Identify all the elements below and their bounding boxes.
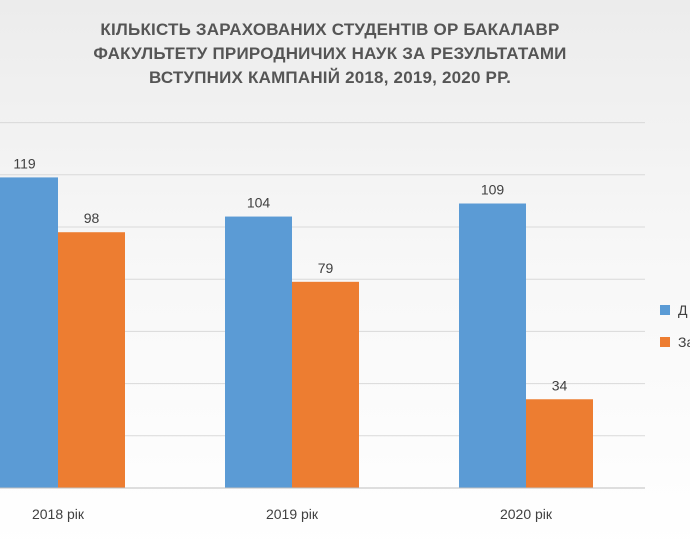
bar-series-2-2 [292, 281, 359, 488]
data-label-series-1-1: 119 [13, 155, 36, 171]
legend-label-1: Д [678, 302, 688, 318]
bar-series-1-1 [0, 177, 58, 488]
bars [0, 177, 593, 488]
legend-label-2: За [678, 334, 690, 350]
chart-title-line-2: ФАКУЛЬТЕТУ ПРИРОДНИЧИХ НАУК ЗА РЕЗУЛЬТАТ… [93, 44, 567, 63]
data-label-series-1-2: 104 [247, 195, 271, 211]
bar-series-1-3 [459, 203, 526, 488]
data-label-series-2-2: 79 [318, 260, 334, 276]
bar-series-2-3 [526, 399, 593, 488]
bar-series-2-1 [58, 232, 125, 488]
chart-title-line-3: ВСТУПНИХ КАМПАНІЙ 2018, 2019, 2020 РР. [149, 68, 511, 87]
data-labels: 119 98 104 79 109 34 [13, 155, 567, 393]
legend-item-2: За [660, 326, 690, 358]
legend: Д За [660, 294, 690, 358]
x-tick-label: 2020 рік [500, 506, 553, 522]
x-tick-label: 2019 рік [266, 506, 319, 522]
data-label-series-2-3: 34 [552, 377, 568, 393]
data-label-series-2-1: 98 [84, 210, 100, 226]
chart-title: КІЛЬКІСТЬ ЗАРАХОВАНИХ СТУДЕНТІВ ОР БАКАЛ… [60, 18, 600, 90]
bar-series-1-2 [225, 216, 292, 488]
data-label-series-1-3: 109 [481, 182, 505, 198]
legend-item-1: Д [660, 294, 690, 326]
legend-swatch-2 [660, 337, 670, 347]
chart-title-line-1: КІЛЬКІСТЬ ЗАРАХОВАНИХ СТУДЕНТІВ ОР БАКАЛ… [100, 20, 560, 39]
x-tick-label: 2018 рік [32, 506, 85, 522]
x-tick-labels: 2018 рік 2019 рік 2020 рік [32, 506, 553, 522]
legend-swatch-1 [660, 305, 670, 315]
